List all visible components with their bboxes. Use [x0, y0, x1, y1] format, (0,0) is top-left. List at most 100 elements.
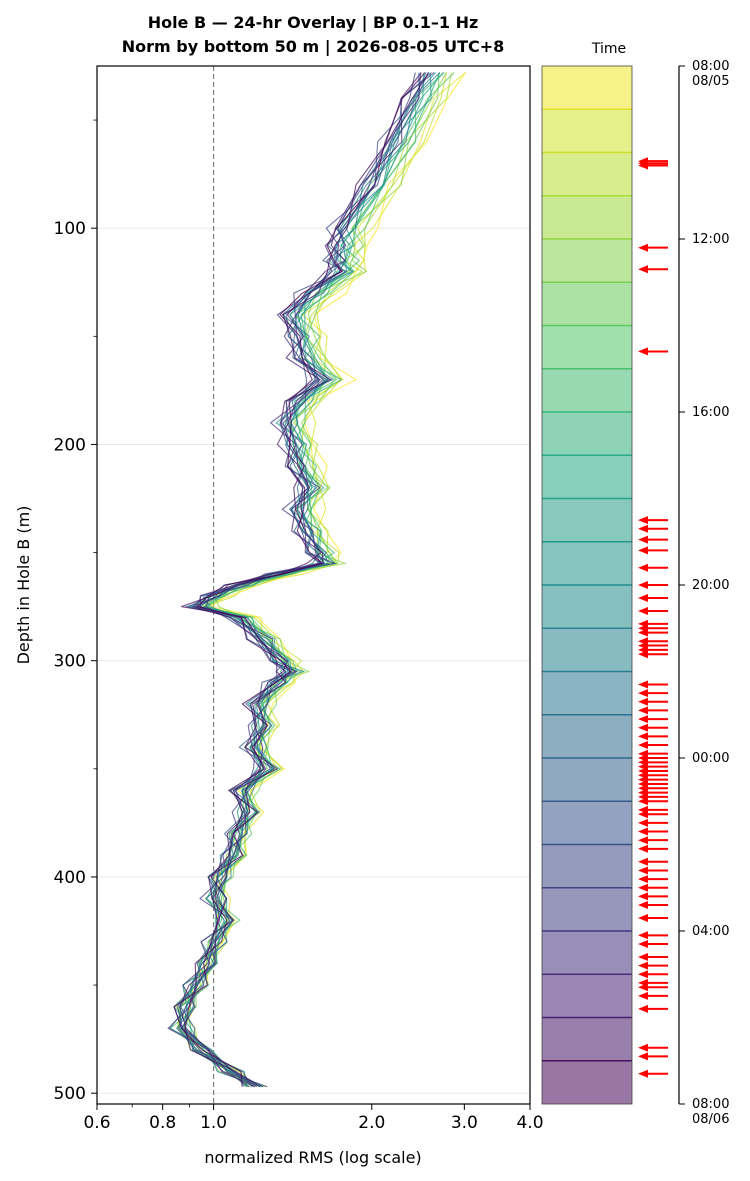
event-marker-23	[638, 697, 668, 706]
event-marker-25	[638, 715, 668, 724]
plot-frame	[96, 65, 531, 1105]
event-marker-16	[638, 628, 668, 637]
x-tick-label-5: 4.0	[516, 1113, 543, 1133]
event-marker-8	[638, 535, 668, 544]
time-tick-label-0-0: 08:00	[692, 59, 729, 74]
colorbar-bin-7	[542, 368, 632, 412]
event-marker-40	[638, 797, 668, 806]
colorbar-bin-15	[542, 714, 632, 758]
time-axis-ticks: 08:0008/0512:0016:0020:0000:0004:0008:00…	[679, 59, 729, 1127]
y-tick-label-1: 200	[54, 435, 86, 455]
event-marker-42	[638, 810, 668, 819]
event-marker-11	[638, 581, 668, 589]
colorbar-bin-11	[542, 541, 632, 585]
event-marker-62	[638, 1004, 668, 1013]
event-marker-7	[638, 524, 668, 533]
colorbar-bin-10	[542, 498, 632, 542]
event-marker-52	[638, 901, 668, 909]
x-tick-label-1: 0.8	[149, 1113, 176, 1133]
series-line-22	[181, 72, 430, 1088]
event-markers	[638, 157, 668, 1078]
chart-title-line-2: Norm by bottom 50 m | 2026-08-05 UTC+8	[121, 37, 505, 56]
event-marker-48	[638, 866, 668, 875]
event-marker-46	[638, 844, 668, 853]
event-marker-43	[638, 818, 668, 827]
colorbar-bin-21	[542, 974, 632, 1018]
event-marker-64	[638, 1052, 668, 1061]
event-marker-56	[638, 953, 668, 961]
event-marker-50	[638, 883, 668, 892]
colorbar-bin-22	[542, 1017, 632, 1061]
chart-title-line-1: Hole B — 24-hr Overlay | BP 0.1–1 Hz	[147, 13, 479, 32]
y-tick-label-2: 300	[54, 652, 86, 672]
series-line-19	[180, 72, 422, 1088]
colorbar-bin-4	[542, 239, 632, 283]
colorbar-bin-5	[542, 282, 632, 326]
y-axis-label: Depth in Hole B (m)	[14, 506, 33, 665]
colorbar-bin-18	[542, 844, 632, 888]
event-marker-58	[638, 970, 668, 979]
grid-lines	[97, 227, 530, 1094]
x-tick-label-2: 1.0	[200, 1113, 227, 1133]
event-marker-26	[638, 723, 668, 732]
event-marker-5	[638, 347, 668, 356]
y-tick-label-0: 100	[54, 219, 86, 239]
event-marker-10	[638, 563, 668, 572]
colorbar-bin-6	[542, 325, 632, 369]
series-line-2	[174, 72, 448, 1088]
event-marker-22	[638, 689, 668, 698]
colorbar-bin-23	[542, 1060, 632, 1104]
event-marker-6	[638, 516, 668, 525]
event-marker-53	[638, 914, 668, 922]
series-line-21	[179, 72, 422, 1088]
series-line-5	[182, 72, 440, 1088]
event-marker-47	[638, 857, 668, 866]
colorbar-bin-9	[542, 455, 632, 499]
time-series-lines	[167, 72, 467, 1088]
event-marker-61	[638, 991, 668, 1000]
x-tick-label-4: 3.0	[451, 1113, 478, 1133]
colorbar-bin-14	[542, 671, 632, 715]
time-tick-label-3-0: 20:00	[692, 578, 729, 593]
x-tick-label-0: 0.6	[83, 1113, 110, 1133]
colorbar-label: Time	[591, 41, 626, 57]
event-marker-13	[638, 607, 668, 615]
colorbar-bin-12	[542, 585, 632, 629]
event-marker-4	[638, 265, 668, 274]
colorbar-bin-20	[542, 931, 632, 975]
colorbar-bin-2	[542, 152, 632, 196]
event-marker-45	[638, 836, 668, 845]
colorbar: Time 08:0008/0512:0016:0020:0000:0004:00…	[541, 41, 729, 1127]
event-marker-51	[638, 892, 668, 901]
series-line-23	[173, 72, 426, 1087]
event-marker-24	[638, 706, 668, 715]
event-marker-44	[638, 827, 668, 836]
colorbar-bin-13	[542, 628, 632, 672]
colorbar-frame	[541, 65, 633, 1105]
plot-background	[97, 66, 530, 1104]
event-marker-55	[638, 940, 668, 948]
series-line-20	[167, 72, 435, 1088]
time-tick-label-5-0: 04:00	[692, 924, 729, 939]
event-marker-2	[638, 161, 668, 170]
colorbar-bin-8	[542, 412, 632, 456]
time-tick-label-6-0: 08:00	[692, 1097, 729, 1112]
event-marker-54	[638, 931, 668, 940]
colorbar-bins	[542, 66, 632, 1104]
y-tick-label-4: 500	[54, 1084, 86, 1104]
colorbar-bin-1	[542, 109, 632, 153]
colorbar-bin-3	[542, 195, 632, 239]
x-tick-label-3: 2.0	[358, 1113, 385, 1133]
time-tick-label-1-0: 12:00	[692, 232, 729, 247]
event-marker-63	[638, 1043, 668, 1052]
time-tick-label-6-1: 08/06	[692, 1112, 729, 1127]
event-marker-20	[638, 650, 668, 659]
colorbar-bin-17	[542, 801, 632, 845]
event-marker-49	[638, 875, 668, 884]
x-axis-label: normalized RMS (log scale)	[204, 1148, 421, 1167]
time-tick-label-0-1: 08/05	[692, 74, 729, 89]
time-tick-label-2-0: 16:00	[692, 405, 729, 420]
time-tick-label-4-0: 00:00	[692, 751, 729, 766]
colorbar-bin-16	[542, 758, 632, 802]
